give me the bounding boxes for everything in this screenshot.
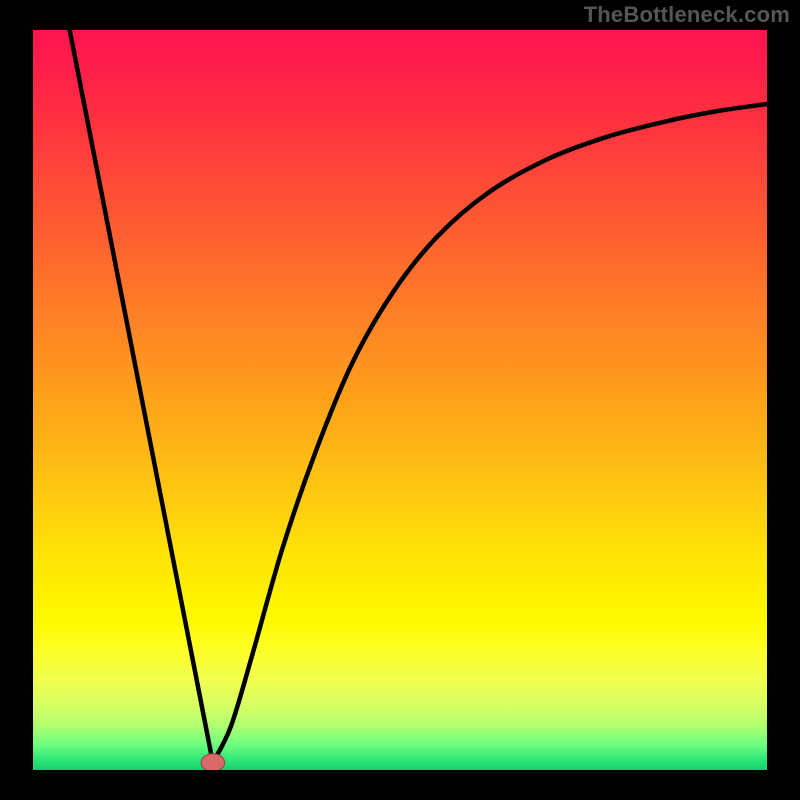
bottleneck-curve xyxy=(70,30,767,763)
curve-layer xyxy=(33,30,767,770)
watermark-text: TheBottleneck.com xyxy=(584,2,790,28)
min-marker xyxy=(201,754,224,770)
plot-area xyxy=(33,30,767,770)
chart-frame: TheBottleneck.com xyxy=(0,0,800,800)
